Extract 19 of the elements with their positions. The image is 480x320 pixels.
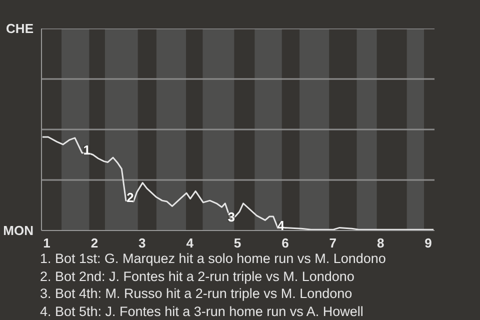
x-tick-label: 6 [282, 236, 289, 250]
text: 2. Bot 2nd: J. Fontes hit a 2-run triple vs M. Londono [40, 268, 356, 285]
annotation: 3 [228, 210, 235, 225]
text: 3. Bot 4th: M. Russo hit a 2-run triple vs M. Londono [40, 285, 354, 302]
x-tick-label: 7 [329, 236, 337, 250]
text: 4. Bot 5th: J. Fontes hit a 3-run home run vs A. Howell [40, 302, 364, 320]
text: 1. Bot 1st: G. Marquez hit a solo home run vs M. Londono [40, 250, 386, 268]
x-tick-label: 4 [186, 236, 194, 250]
annotation: 4 [277, 218, 286, 234]
x-tick-label: 2 [90, 236, 98, 250]
annotation: 1 [83, 142, 90, 158]
x-tick-label: 8 [376, 236, 384, 250]
x-tick-label: 9 [424, 236, 432, 250]
text: CHE [6, 21, 34, 36]
annotation: 2 [126, 190, 134, 206]
x-tick-label: 5 [234, 236, 242, 250]
x-tick-label: 1 [43, 236, 50, 250]
text: MON [3, 223, 34, 238]
x-tick-label: 3 [138, 236, 146, 250]
